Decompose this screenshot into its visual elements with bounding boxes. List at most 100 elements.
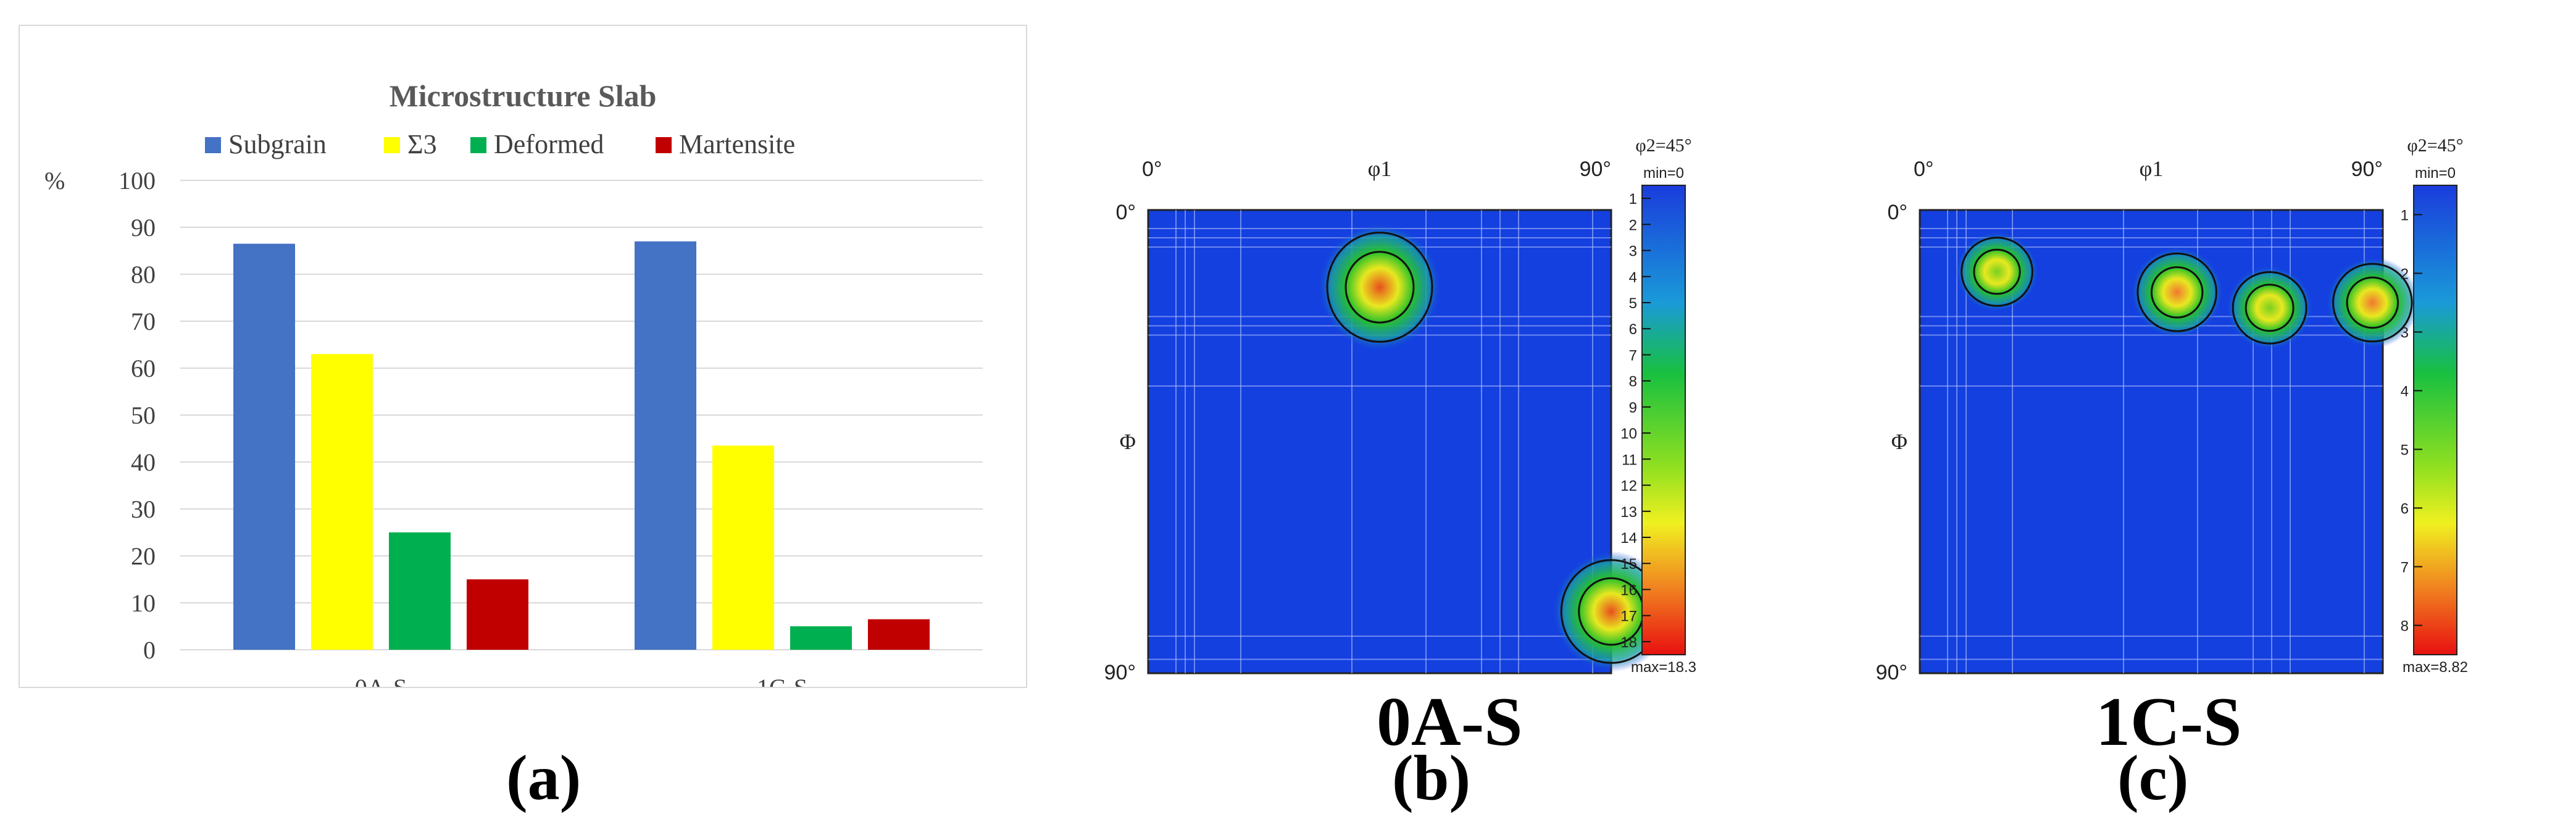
caption-a: (a) <box>506 742 581 813</box>
bar-0a-s-1 <box>311 354 373 650</box>
bar-1c-s-2 <box>790 626 852 650</box>
odf-scale-section: φ2=45° <box>1635 135 1691 156</box>
y-tick-4: 40 <box>131 448 156 476</box>
odf-contour-0-b <box>1344 251 1415 324</box>
bar-0a-s-3 <box>467 579 528 650</box>
y-tick-2: 20 <box>131 542 156 570</box>
odf-scale-tick-label-2: 3 <box>2401 325 2409 342</box>
odf-scale-tick-label-1: 2 <box>2401 266 2409 283</box>
odf-x-right: 90° <box>1580 158 1611 181</box>
odf-peak-1 <box>1553 551 1670 672</box>
bar-1c-s-0 <box>635 241 696 650</box>
y-tick-5: 50 <box>131 401 156 429</box>
odf-y-mid: Φ <box>1891 429 1907 454</box>
odf-scale-tick-label-7: 8 <box>2401 618 2409 635</box>
odf-scale-tick-label-15: 16 <box>1620 582 1637 598</box>
bar-1c-s-1 <box>712 445 774 650</box>
odf-scale-tick-label-6: 7 <box>1629 347 1637 364</box>
odf-contour-0-a <box>1326 232 1433 343</box>
odf-scale-tick-label-7: 8 <box>1629 374 1637 390</box>
odf-contour-0-a <box>1961 237 2033 307</box>
odf-scale-tick-label-3: 4 <box>2401 384 2409 400</box>
odf-peak-2 <box>2226 266 2313 350</box>
bar-1c-s-3 <box>868 619 930 650</box>
legend-swatch-1 <box>384 137 400 153</box>
bar-0a-s-0 <box>233 243 295 650</box>
odf-scale-tick-label-12: 13 <box>1620 504 1637 521</box>
odf-contour-1-b <box>2150 266 2204 319</box>
odf-scale-tick-label-1: 2 <box>1629 217 1637 233</box>
odf-scale-tick-label-5: 6 <box>1629 321 1637 338</box>
odf-scale-tick-label-4: 5 <box>2401 442 2409 459</box>
y-tick-8: 80 <box>131 261 156 288</box>
odf-contour-3-b <box>2346 276 2399 329</box>
odf-scale-tick-label-14: 15 <box>1620 556 1637 573</box>
bar-chart-svg: Microstructure Slab Subgrain Σ3 Deformed Mar… <box>44 78 983 702</box>
odf-scale-max: max=8.82 <box>2403 659 2468 676</box>
legend-label-0: Subgrain <box>228 129 327 159</box>
x-tick-0: 0A-S <box>355 674 407 687</box>
odf-scale-bar <box>2413 185 2457 655</box>
odf-1c-s-svg: 0° φ1 90° 0° Φ 90° φ2=45° min=0 max=8.82 1 2 3 4 5 6 7 8 <box>1876 135 2468 684</box>
y-tick-6: 60 <box>131 355 156 382</box>
odf-contour-2-b <box>2245 284 2295 332</box>
caption-b: (b) <box>1392 742 1471 813</box>
odf-contour-0-b <box>1973 248 2021 295</box>
odf-peak-3 <box>2326 257 2419 348</box>
y-tick-0: 0 <box>143 636 156 664</box>
odf-contour-3-a <box>2332 262 2413 343</box>
odf-y-bottom: 90° <box>1876 661 1907 684</box>
odf-scale-tick-label-4: 5 <box>1629 295 1637 312</box>
y-tick-1: 10 <box>131 589 156 617</box>
odf-scale-section: φ2=45° <box>2407 135 2463 156</box>
odf-x-right: 90° <box>2351 158 2383 181</box>
odf-scale-min: min=0 <box>1643 165 1684 182</box>
odf-0a-s-label: 0A-S <box>1377 684 1523 760</box>
odf-peak-0 <box>1318 223 1441 351</box>
odf-scale-tick-label-8: 9 <box>1629 400 1637 416</box>
odf-scale-tick-label-9: 10 <box>1620 426 1637 442</box>
y-axis-label: % <box>44 167 65 195</box>
odf-scale-min: min=0 <box>2415 165 2456 182</box>
odf-scale-tick-label-11: 12 <box>1620 478 1637 495</box>
odf-contour-1-a <box>2136 252 2217 332</box>
odf-y-bottom: 90° <box>1104 661 1136 684</box>
odf-peak-0 <box>1955 232 2039 312</box>
odf-scale-max: max=18.3 <box>1631 659 1696 676</box>
y-tick-3: 30 <box>131 495 156 523</box>
odf-scale-tick-label-5: 6 <box>2401 501 2409 518</box>
odf-x-left: 0° <box>1914 158 1934 181</box>
odf-y-top: 0° <box>1115 201 1136 224</box>
odf-scale-tick-label-3: 4 <box>1629 269 1637 286</box>
odf-contour-2-a <box>2232 271 2307 345</box>
odf-scale-bar <box>1641 185 1686 655</box>
odf-scale-tick-label-2: 3 <box>1629 243 1637 260</box>
x-tick-1: 1C-S <box>757 674 807 687</box>
y-tick-7: 70 <box>131 308 156 335</box>
legend-label-2: Deformed <box>494 129 604 159</box>
odf-panel-0a-s: 0° φ1 90° 0° Φ 90° φ2=45° min=0 max=18.3 1 2 3 4 5 6 7 8… <box>1086 117 1803 797</box>
odf-y-mid: Φ <box>1120 429 1136 454</box>
odf-scale-tick-label-0: 1 <box>1629 191 1637 208</box>
odf-1c-s-label: 1C-S <box>2096 684 2242 760</box>
odf-panel-1c-s: 0° φ1 90° 0° Φ 90° φ2=45° min=0 max=8.82 1 2 3 4 5 6 7 8 <box>1858 117 2574 797</box>
y-tick-10: 100 <box>119 167 156 195</box>
odf-scale-tick-label-10: 11 <box>1622 452 1637 468</box>
odf-peak-1 <box>2130 246 2224 338</box>
odf-0a-s-svg: 0° φ1 90°0°Φ90°φ2=45°min=0max=18.312345678… <box>1104 135 1696 684</box>
odf-scale-tick-label-13: 14 <box>1620 530 1637 547</box>
odf-scale-tick-label-6: 7 <box>2401 560 2409 576</box>
caption-c: (c) <box>2117 742 2189 813</box>
bar-0a-s-2 <box>389 532 451 650</box>
odf-y-top: 0° <box>1887 201 1907 224</box>
odf-x-left: 0° <box>1142 158 1162 181</box>
legend-swatch-3 <box>656 137 672 153</box>
odf-scale-tick-label-17: 18 <box>1620 634 1637 651</box>
legend-swatch-0 <box>205 137 221 153</box>
odf-x-mid: φ1 <box>2140 156 2164 181</box>
odf-scale-tick-label-16: 17 <box>1620 608 1637 625</box>
y-tick-9: 90 <box>131 214 156 242</box>
bar-chart-panel: Microstructure Slab Subgrain Σ3 Deformed Mar… <box>19 25 1027 702</box>
chart-title: Microstructure Slab <box>390 78 657 113</box>
odf-scale-tick-label-0: 1 <box>2401 208 2409 224</box>
